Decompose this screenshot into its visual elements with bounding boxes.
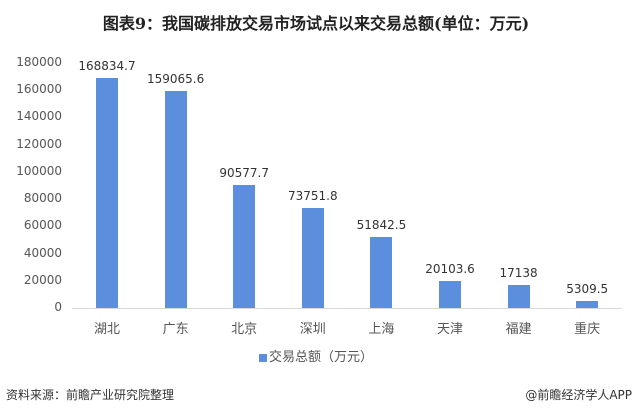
credit-note: @前瞻经济学人APP (525, 388, 632, 402)
bar-value-label: 5309.5 (566, 281, 609, 296)
x-tick-label: 福建 (505, 322, 532, 337)
x-tick-label: 广东 (162, 322, 189, 337)
bar-value-label: 17138 (499, 265, 538, 280)
x-tick-label: 湖北 (93, 322, 120, 337)
x-tick-label: 重庆 (574, 322, 601, 337)
bar (96, 78, 118, 308)
y-tick-label: 0 (54, 300, 62, 314)
bar-value-label: 20103.6 (425, 261, 475, 276)
y-tick-label: 140000 (16, 109, 62, 124)
x-tick-label: 天津 (436, 322, 463, 337)
bar-value-label: 168834.7 (78, 59, 136, 74)
x-tick-label: 深圳 (299, 322, 326, 337)
bar (439, 280, 461, 308)
x-tick-label: 上海 (368, 322, 395, 337)
legend: 交易总额（万元） (0, 346, 632, 365)
y-tick-label: 160000 (16, 82, 62, 97)
bar (301, 207, 324, 308)
x-tick-label: 北京 (231, 322, 258, 337)
bar-value-label: 51842.5 (356, 218, 407, 233)
y-tick-label: 80000 (23, 191, 62, 206)
bar-value-label: 90577.7 (219, 165, 269, 180)
bar (507, 284, 530, 308)
y-tick-label: 60000 (23, 218, 62, 233)
bar (164, 91, 187, 308)
chart-title: 图表9：我国碳排放交易市场试点以来交易总额(单位：万元) (102, 14, 530, 33)
y-tick-label: 40000 (23, 245, 62, 260)
source-note: 资料来源：前瞻产业研究院整理 (6, 388, 175, 402)
legend-swatch (258, 353, 267, 362)
bar-value-label: 159065.6 (146, 72, 205, 87)
y-tick-label: 100000 (16, 163, 62, 178)
bar (370, 237, 393, 308)
y-tick-label: 120000 (16, 136, 62, 151)
bar (233, 184, 256, 308)
bar-value-label: 73751.8 (287, 188, 338, 203)
x-axis-line (72, 308, 622, 309)
legend-label: 交易总额（万元） (268, 350, 373, 365)
bar (576, 300, 599, 308)
y-tick-label: 180000 (16, 55, 62, 69)
y-tick-label: 20000 (23, 272, 62, 287)
